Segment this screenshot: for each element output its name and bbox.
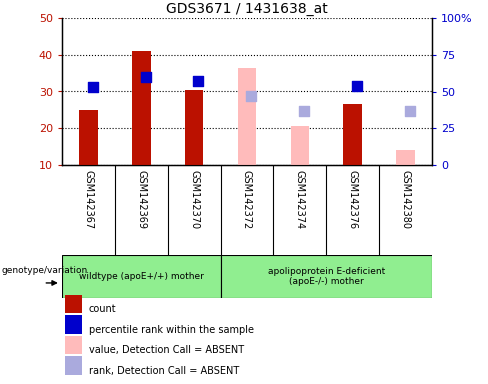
Text: wildtype (apoE+/+) mother: wildtype (apoE+/+) mother: [79, 272, 203, 281]
Bar: [65, 315, 82, 334]
Bar: [65, 356, 82, 375]
Bar: [238, 68, 256, 165]
Bar: [65, 295, 82, 313]
Text: rank, Detection Call = ABSENT: rank, Detection Call = ABSENT: [89, 366, 239, 376]
Point: [300, 108, 308, 114]
Bar: [344, 104, 362, 165]
Bar: [221, 255, 432, 298]
Title: GDS3671 / 1431638_at: GDS3671 / 1431638_at: [166, 2, 328, 16]
Text: apolipoprotein E-deficient
(apoE-/-) mother: apolipoprotein E-deficient (apoE-/-) mot…: [267, 267, 385, 286]
Point: [406, 108, 414, 114]
Text: GSM142374: GSM142374: [295, 169, 305, 228]
Text: GSM142372: GSM142372: [242, 169, 252, 229]
Text: value, Detection Call = ABSENT: value, Detection Call = ABSENT: [89, 345, 244, 355]
Point: [353, 83, 361, 89]
Bar: [291, 126, 309, 165]
Bar: [132, 51, 150, 165]
Text: GSM142369: GSM142369: [136, 169, 146, 228]
Text: genotype/variation: genotype/variation: [1, 266, 87, 275]
Text: GSM142367: GSM142367: [83, 169, 93, 228]
Text: GSM142370: GSM142370: [189, 169, 199, 228]
Bar: [79, 110, 98, 165]
Point: [89, 84, 97, 90]
Bar: [396, 150, 415, 165]
Bar: [62, 255, 221, 298]
Text: GSM142380: GSM142380: [401, 169, 410, 228]
Text: count: count: [89, 304, 116, 314]
Point: [142, 74, 149, 80]
Text: GSM142376: GSM142376: [348, 169, 358, 228]
Point: [194, 78, 202, 84]
Bar: [65, 336, 82, 354]
Point: [247, 93, 255, 99]
Bar: [185, 89, 203, 165]
Text: percentile rank within the sample: percentile rank within the sample: [89, 324, 254, 334]
